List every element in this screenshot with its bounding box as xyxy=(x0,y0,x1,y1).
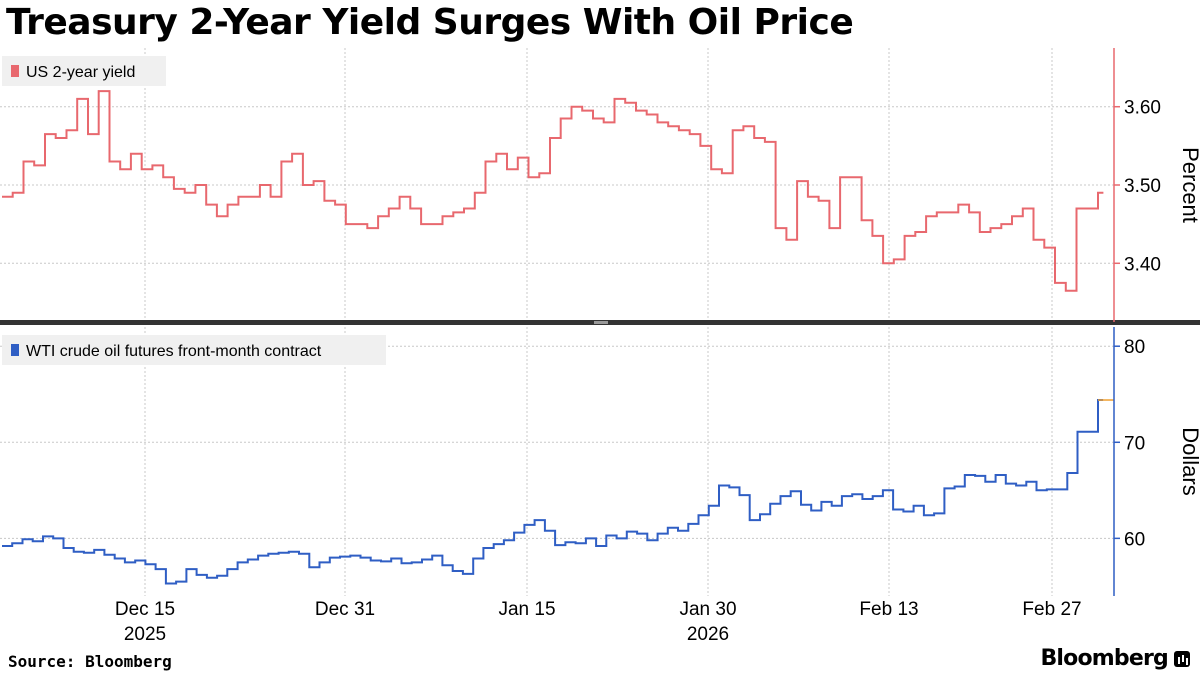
x-tick-label: Dec 31 xyxy=(315,599,375,620)
x-tick-label: Feb 27 xyxy=(1022,599,1081,620)
y-tick-label: 60 xyxy=(1124,529,1145,550)
y-tick-label: 3.60 xyxy=(1124,98,1161,119)
y-axis-title: Percent xyxy=(1178,147,1200,223)
y-tick-label: 3.40 xyxy=(1124,254,1161,275)
y-axis-title: Dollars xyxy=(1178,427,1200,495)
y-tick-label: 70 xyxy=(1124,433,1145,454)
x-year-label: 2025 xyxy=(124,624,166,645)
x-tick-label: Dec 15 xyxy=(115,599,175,620)
bloomberg-logo: Bloomberg xyxy=(1040,646,1190,671)
legend-box xyxy=(2,335,386,365)
chart-title: Treasury 2-Year Yield Surges With Oil Pr… xyxy=(6,2,854,43)
legend-swatch xyxy=(11,65,19,77)
y-tick-label: 80 xyxy=(1124,337,1145,358)
y-tick-label: 3.50 xyxy=(1124,176,1161,197)
x-tick-label: Feb 13 xyxy=(859,599,918,620)
terminal-icon xyxy=(1174,650,1190,667)
series-line xyxy=(2,399,1104,585)
x-tick-label: Jan 30 xyxy=(679,599,736,620)
source-note: Source: Bloomberg xyxy=(8,652,172,671)
divider-handle xyxy=(594,321,608,324)
x-year-label: 2026 xyxy=(687,624,729,645)
legend-swatch xyxy=(11,344,19,356)
brand-name: Bloomberg xyxy=(1040,646,1168,671)
legend-box xyxy=(2,56,166,86)
legend-label: WTI crude oil futures front-month contra… xyxy=(26,343,322,360)
chart-area: Dec 15 2025 Dec 31 Jan 15 Jan 30 2026 Feb 13 Fe… xyxy=(0,48,1200,645)
legend-label: US 2-year yield xyxy=(26,64,135,81)
series-line xyxy=(2,90,1104,292)
x-tick-label: Jan 15 xyxy=(498,599,555,620)
